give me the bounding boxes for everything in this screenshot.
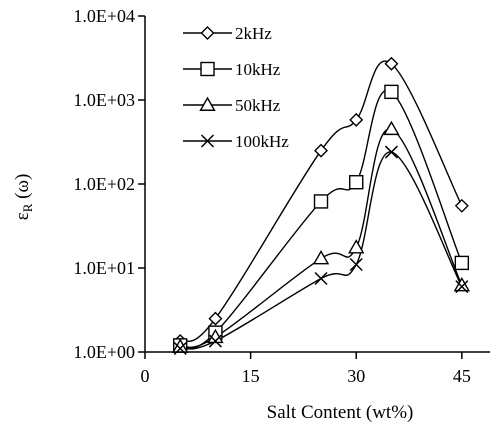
x-tick-label: 45 — [453, 366, 471, 386]
x-tick-label: 0 — [141, 366, 150, 386]
data-point-50kHz — [453, 277, 471, 292]
data-point-2kHz — [314, 143, 329, 158]
data-point-10kHz — [349, 175, 364, 190]
legend-marker — [200, 61, 215, 77]
data-point-50kHz — [207, 328, 224, 344]
data-point-10kHz — [313, 194, 329, 209]
legend-marker — [199, 96, 216, 111]
data-point-2kHz — [454, 198, 469, 213]
data-point-100kHz — [314, 271, 328, 286]
data-point-10kHz — [384, 84, 399, 100]
y-tick-label: 1.0E+01 — [73, 258, 135, 278]
data-point-2kHz — [208, 311, 223, 326]
data-point-100kHz — [455, 280, 469, 294]
legend-label: 50kHz — [235, 96, 281, 115]
y-tick-label: 1.0E+00 — [73, 342, 135, 362]
legend-marker — [200, 134, 215, 148]
x-tick-label: 15 — [242, 366, 260, 386]
series-line-50kHz — [180, 128, 463, 349]
legend-label: 10kHz — [235, 60, 281, 79]
data-point-100kHz — [349, 257, 363, 272]
y-axis-title-sub: R — [20, 203, 35, 212]
y-tick-label: 1.0E+04 — [73, 6, 135, 26]
y-axis-title-main: ε — [12, 212, 33, 220]
legend-label: 2kHz — [235, 24, 272, 43]
data-point-100kHz — [384, 145, 398, 159]
data-point-2kHz — [349, 112, 364, 127]
data-point-100kHz — [208, 334, 222, 348]
legend: 2kHz 10kHz 50kHz 100kHz — [183, 24, 289, 151]
y-axis-title: εR (ω) — [12, 174, 35, 221]
x-axis-title: Salt Content (wt%) — [267, 402, 414, 423]
axes: 1.0E+00 1.0E+01 1.0E+02 1.0E+03 1.0E+04 0 15 30… — [73, 6, 490, 386]
data-point-50kHz — [383, 120, 400, 136]
data-point-10kHz — [454, 255, 470, 271]
legend-marker — [200, 26, 215, 40]
y-tick-label: 1.0E+02 — [73, 174, 135, 194]
legend-label: 100kHz — [235, 132, 289, 151]
series-markers — [171, 56, 471, 356]
data-point-50kHz — [312, 250, 330, 265]
x-tick-label: 30 — [347, 366, 365, 386]
data-point-50kHz — [348, 239, 365, 254]
data-point-2kHz — [384, 56, 399, 71]
y-axis-title-rest: (ω) — [12, 174, 33, 204]
y-tick-label: 1.0E+03 — [73, 90, 135, 110]
